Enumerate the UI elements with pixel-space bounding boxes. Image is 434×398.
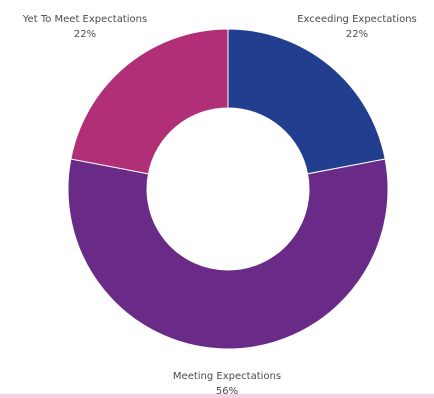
label-exceeding-expectations: Exceeding Expectations 22%	[282, 12, 432, 42]
donut-slices	[67, 28, 389, 350]
label-yet-to-meet-expectations: Yet To Meet Expectations 22%	[0, 12, 170, 42]
slice-exceeding-expectations	[227, 28, 386, 175]
label-exceeding-expectations-name: Exceeding Expectations	[297, 14, 417, 25]
label-meeting-expectations-value: 56%	[215, 386, 239, 397]
label-exceeding-expectations-value: 22%	[345, 29, 369, 40]
slice-meeting-expectations	[67, 158, 389, 350]
label-yet-to-meet-expectations-name: Yet To Meet Expectations	[22, 14, 148, 25]
label-meeting-expectations: Meeting Expectations 56%	[127, 369, 327, 398]
bottom-edge-strip	[0, 394, 434, 398]
slice-yet-to-meet-expectations	[70, 28, 229, 175]
label-yet-to-meet-expectations-value: 22%	[73, 29, 97, 40]
label-meeting-expectations-name: Meeting Expectations	[172, 371, 282, 382]
